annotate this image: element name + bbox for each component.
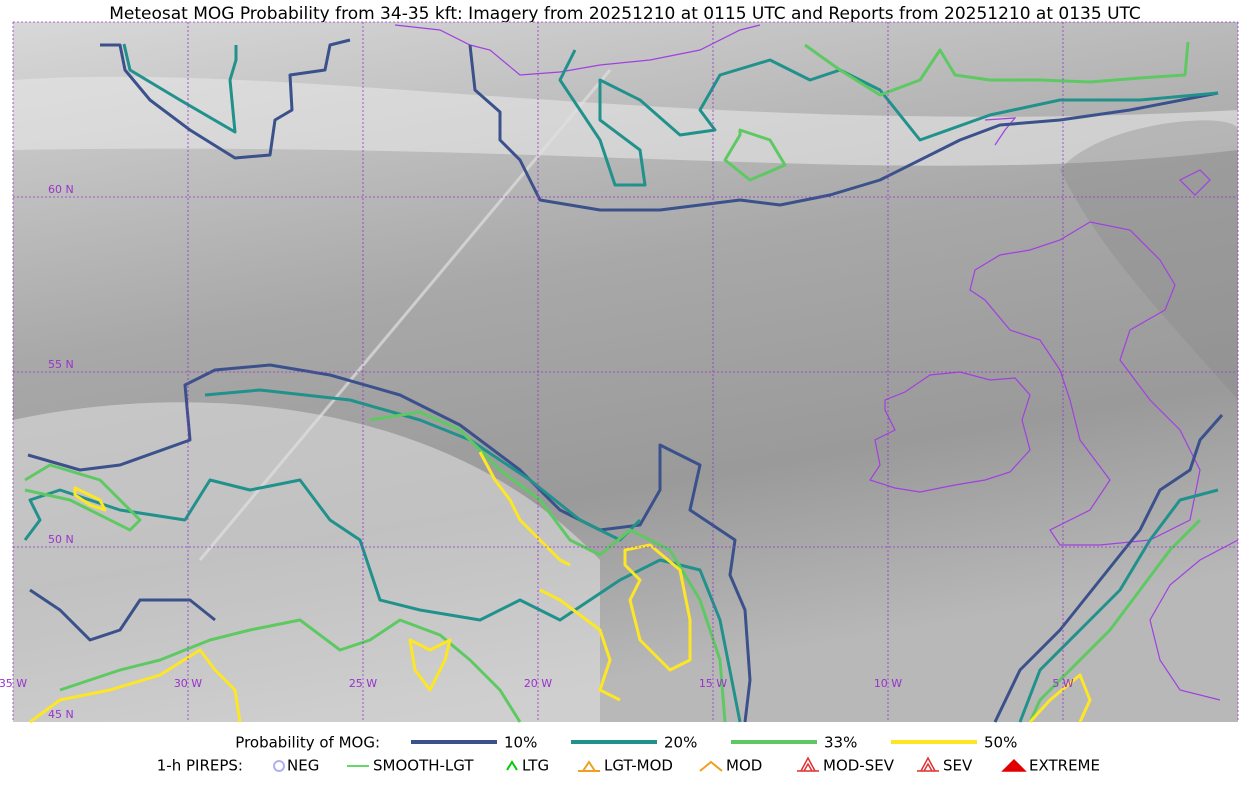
contour-50 (623, 543, 692, 672)
lon-label: 30 W (174, 677, 202, 690)
legend-item: MOD (726, 757, 762, 775)
lon-label: 25 W (349, 677, 377, 690)
contour-10 (27, 363, 752, 723)
contour-50 (29, 648, 242, 724)
legend-item: MOD-SEV (823, 757, 895, 775)
contour-50 (478, 451, 571, 567)
legend-item: EXTREME (1029, 757, 1100, 775)
legend-item: 10% (504, 734, 537, 752)
legend-item: LGT-MOD (604, 757, 673, 775)
legend-label: Probability of MOG: (235, 734, 380, 752)
contour-33 (1028, 518, 1202, 723)
contour-50 (539, 588, 621, 702)
contour-50 (1028, 673, 1092, 724)
graticule: 60 N 55 N 50 N 45 N 35 W 30 W 25 W 20 W 15 W 10 W… (0, 21, 1239, 722)
contour-33 (723, 128, 787, 182)
cloud-band (13, 76, 1238, 166)
legend-label: 1-h PIREPS: (157, 757, 243, 775)
contour-33 (369, 410, 727, 723)
lon-label: 20 W (524, 677, 552, 690)
lon-label: 15 W (699, 677, 727, 690)
contour-10 (100, 38, 351, 160)
contour-50 (408, 638, 452, 692)
contour-20 (1018, 488, 1219, 723)
lon-label: 35 W (0, 677, 27, 690)
lat-label: 45 N (48, 708, 74, 721)
pirep-icon (506, 760, 518, 771)
legend-item: LTG (522, 757, 549, 775)
legend-item: NEG (287, 757, 319, 775)
title: Meteosat MOG Probability from 34-35 kft:… (109, 4, 1141, 24)
contour-33 (59, 618, 522, 723)
contour-10 (29, 588, 216, 642)
contour-10 (468, 44, 1219, 212)
contrail (198, 69, 612, 561)
lon-label: 10 W (874, 677, 902, 690)
legend-item: 50% (984, 734, 1017, 752)
dark-region (1060, 120, 1238, 401)
legend-item: SEV (943, 757, 973, 775)
legend-item: 20% (664, 734, 697, 752)
lat-label: 50 N (48, 533, 74, 546)
contour-50 (73, 486, 107, 512)
cloud-band (13, 402, 600, 722)
map-area: 60 N 55 N 50 N 45 N 35 W 30 W 25 W 20 W 15 W 10 W… (0, 21, 1239, 724)
pirep-icon (917, 756, 939, 772)
legend-item: SMOOTH-LGT (373, 757, 474, 775)
lat-label: 60 N (48, 183, 74, 196)
pirep-icon (578, 760, 600, 772)
pirep-icon (1001, 758, 1027, 772)
contour-33 (24, 463, 142, 532)
contour-20 (122, 43, 238, 134)
pirep-icon (797, 756, 819, 772)
contour-20 (558, 49, 1219, 187)
contour-10 (993, 414, 1224, 723)
pirep-icon (273, 760, 285, 772)
probability-contours (23, 38, 1224, 724)
pirep-icon (699, 760, 723, 772)
legend-item: 33% (824, 734, 857, 752)
lon-label: 5 W (1052, 677, 1073, 690)
lat-label: 55 N (48, 358, 74, 371)
contour-33 (804, 41, 1190, 97)
legend: Probability of MOG: 10% 20% 33% 50% 1-h PIREP… (157, 734, 1100, 775)
